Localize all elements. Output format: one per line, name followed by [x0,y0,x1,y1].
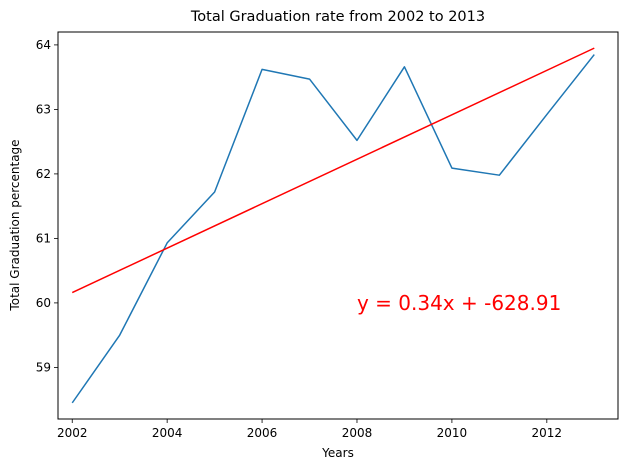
y-axis-title: Total Graduation percentage [8,139,22,311]
chart-title: Total Graduation rate from 2002 to 2013 [190,9,485,25]
y-tick-label: 62 [36,167,51,181]
regression-equation-label: y = 0.34x + -628.91 [357,291,561,315]
y-tick-label: 60 [36,296,51,310]
x-tick-label: 2012 [532,426,563,440]
x-tick-label: 2010 [437,426,468,440]
y-tick-label: 63 [36,102,51,116]
trend-line [71,47,595,294]
y-axis: 59 60 61 62 63 64 [36,38,58,374]
plot-frame [57,31,619,420]
x-tick-label: 2002 [57,426,88,440]
y-tick-label: 61 [36,231,51,245]
x-tick-label: 2008 [342,426,373,440]
x-axis: 2002 2004 2006 2008 2010 2012 [57,419,562,440]
y-tick-label: 59 [36,360,51,374]
y-tick-label: 64 [36,38,51,52]
graduation-rate-line [71,54,595,404]
x-axis-title: Years [321,446,354,460]
x-tick-label: 2006 [247,426,278,440]
plot-area [71,47,595,404]
x-tick-label: 2004 [152,426,183,440]
